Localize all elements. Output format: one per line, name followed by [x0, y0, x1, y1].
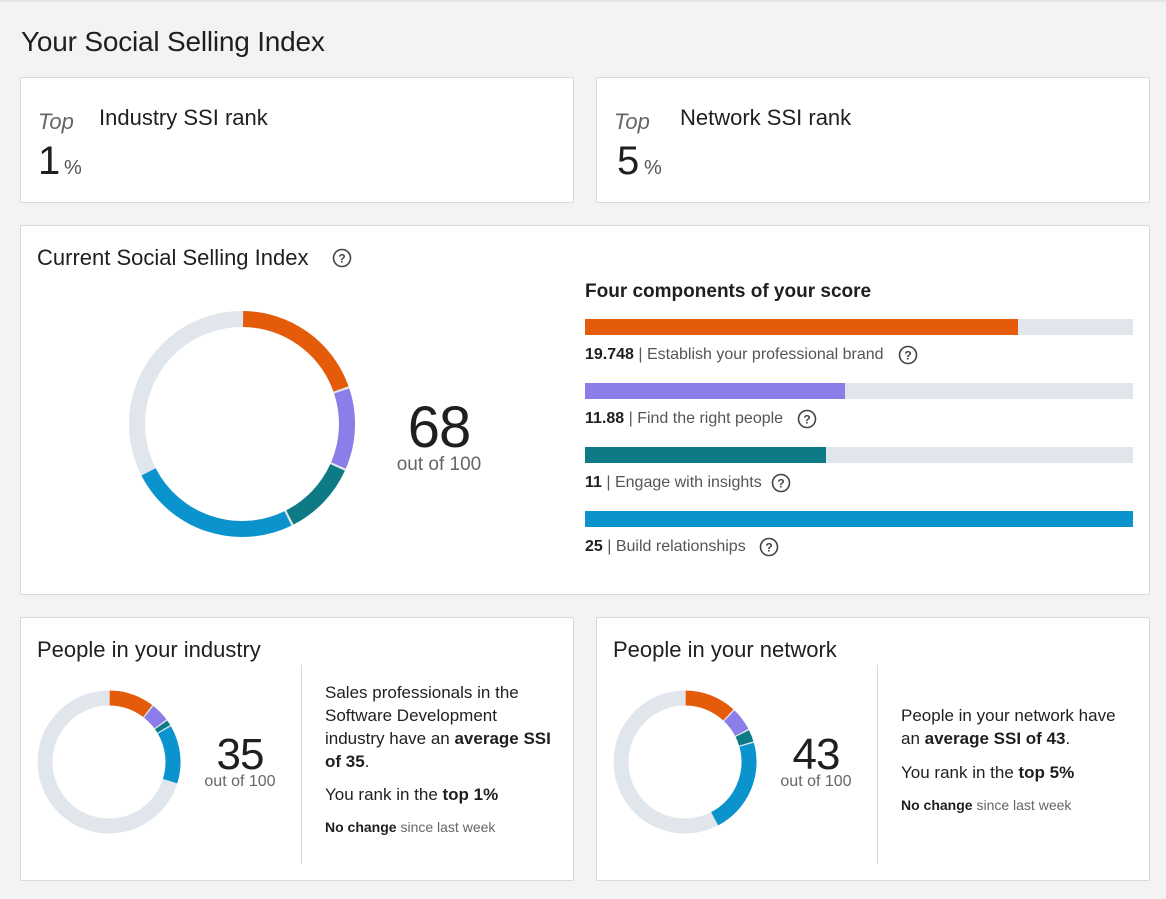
svg-text:?: ? — [777, 477, 784, 491]
relationships-label: | Build relationships — [602, 538, 746, 555]
industry-card: People in your industry 35 out of 100 Sa… — [20, 617, 574, 881]
insights-label: | Engage with insights — [601, 474, 762, 491]
relationships-value: 25 — [585, 538, 603, 555]
industry-score-out-of: out of 100 — [204, 773, 276, 790]
insights-help-icon[interactable]: ? — [771, 473, 791, 493]
network-rank-card: Top 5 % Network SSI rank — [596, 77, 1150, 203]
relationships-bar — [585, 511, 1133, 527]
ssi-donut-people-segment — [331, 388, 355, 469]
network-donut-chart — [613, 690, 757, 834]
network-rank-prefix: Top — [614, 109, 650, 134]
people-value: 11.88 — [585, 410, 625, 427]
ssi-donut-relationships-segment — [141, 468, 292, 537]
brand-label: | Establish your professional brand — [633, 346, 884, 363]
industry-donut-people-segment — [143, 705, 167, 729]
current-ssi-title: Current Social Selling Index — [37, 245, 309, 270]
network-donut-relationships-segment — [710, 742, 757, 826]
network-donut-insights-segment — [735, 730, 754, 746]
network-rank-value: 5 — [617, 139, 640, 183]
components-heading: Four components of your score — [585, 281, 872, 302]
industry-donut-chart — [37, 690, 181, 834]
insights-value: 11 — [585, 474, 602, 491]
people-component: 11.88 | Find the right people — [585, 410, 783, 428]
industry-rank-prefix: Top — [38, 109, 74, 134]
network-donut-brand-segment — [685, 690, 734, 721]
network-change: No change since last week — [901, 797, 1072, 813]
svg-text:?: ? — [803, 413, 810, 427]
industry-rank-value: 1 — [38, 139, 61, 183]
industry-donut-insights-segment — [155, 720, 171, 733]
industry-change: No change since last week — [325, 819, 496, 835]
relationships-help-icon[interactable]: ? — [759, 537, 779, 557]
svg-text:?: ? — [765, 541, 772, 555]
people-bar-fill — [585, 383, 846, 399]
people-help-icon[interactable]: ? — [797, 409, 817, 429]
network-donut-people-segment — [723, 710, 749, 737]
industry-rank-text: You rank in the top 1% — [325, 785, 499, 804]
network-rank-label: Network SSI rank — [680, 105, 852, 130]
industry-description: Sales professionals in the Software Deve… — [325, 683, 551, 771]
network-title: People in your network — [613, 637, 837, 662]
relationships-component: 25 | Build relationships — [585, 538, 746, 556]
network-rank-text: You rank in the top 5% — [901, 763, 1075, 782]
insights-bar-fill — [585, 447, 827, 463]
relationships-bar-fill — [585, 511, 1133, 527]
network-score: 43 — [792, 730, 841, 779]
ssi-score-out-of: out of 100 — [396, 454, 482, 475]
people-label: | Find the right people — [624, 410, 784, 427]
industry-title: People in your industry — [37, 637, 261, 662]
network-rank-unit: % — [644, 157, 662, 179]
industry-score: 35 — [216, 730, 265, 779]
industry-rank-label: Industry SSI rank — [99, 105, 268, 130]
brand-bar-fill — [585, 319, 1018, 335]
brand-value: 19.748 — [585, 346, 634, 363]
insights-bar — [585, 447, 1133, 463]
brand-component: 19.748 | Establish your professional bra… — [585, 346, 884, 364]
industry-rank-card: Top 1 % Industry SSI rank — [20, 77, 574, 203]
ssi-donut-brand-segment — [242, 311, 349, 392]
current-ssi-help-icon[interactable]: ? — [332, 248, 352, 268]
people-bar — [585, 383, 1133, 399]
network-description: People in your network have an average S… — [901, 706, 1116, 748]
page-title: Your Social Selling Index — [21, 26, 325, 57]
current-ssi-card: Current Social Selling Index ? 68 out of… — [20, 225, 1150, 595]
ssi-donut-chart — [129, 311, 355, 537]
brand-bar — [585, 319, 1133, 335]
industry-donut-relationships-segment — [157, 726, 181, 784]
ssi-score: 68 — [407, 395, 472, 460]
network-divider — [877, 665, 878, 864]
top-divider — [0, 0, 1166, 2]
industry-divider — [301, 665, 302, 864]
svg-text:?: ? — [338, 252, 345, 266]
insights-component: 11 | Engage with insights — [585, 474, 762, 492]
network-card: People in your network 43 out of 100 Peo… — [596, 617, 1150, 881]
ssi-donut-insights-segment — [286, 463, 345, 525]
brand-help-icon[interactable]: ? — [898, 345, 918, 365]
industry-rank-unit: % — [64, 157, 82, 179]
svg-text:?: ? — [904, 349, 911, 363]
industry-donut-brand-segment — [109, 690, 153, 718]
network-score-out-of: out of 100 — [780, 773, 852, 790]
